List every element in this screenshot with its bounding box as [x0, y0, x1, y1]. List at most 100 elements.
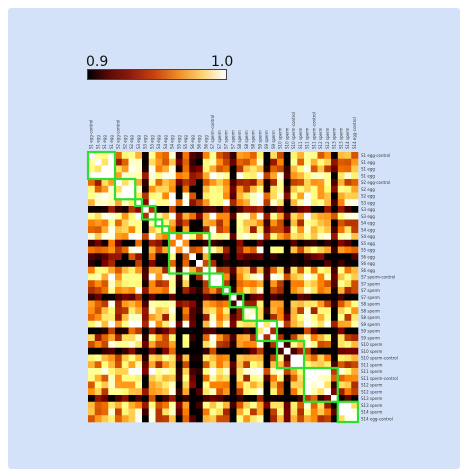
heatmap-cell	[223, 334, 231, 342]
heatmap-cell	[128, 185, 136, 193]
heatmap-cell	[202, 219, 210, 227]
heatmap-cell	[162, 253, 170, 261]
heatmap-cell	[175, 368, 183, 376]
heatmap-cell	[88, 320, 96, 328]
heatmap-cell	[209, 172, 217, 180]
heatmap-cell	[121, 266, 129, 274]
heatmap-cell	[202, 226, 210, 234]
heatmap-cell	[324, 179, 332, 187]
heatmap-cell	[209, 179, 217, 187]
heatmap-cell	[317, 158, 325, 166]
heatmap-cell	[216, 388, 224, 396]
heatmap-cell	[229, 307, 237, 315]
heatmap-cell	[304, 158, 312, 166]
heatmap-cell	[310, 341, 318, 349]
heatmap-cell	[142, 158, 150, 166]
heatmap-cell	[135, 253, 143, 261]
heatmap-cell	[290, 287, 298, 295]
heatmap-cell	[236, 320, 244, 328]
column-label: S8 sperm	[244, 130, 249, 149]
heatmap-cell	[148, 192, 156, 200]
heatmap-cell	[189, 320, 197, 328]
heatmap-cell	[155, 192, 163, 200]
heatmap-cell	[209, 185, 217, 193]
heatmap-cell	[270, 415, 278, 423]
heatmap-cell	[304, 368, 312, 376]
heatmap-cell	[344, 307, 352, 315]
row-label: S1 egg	[361, 167, 375, 172]
heatmap-cell	[270, 165, 278, 173]
heatmap-cell	[337, 246, 345, 254]
heatmap-cell	[202, 199, 210, 207]
heatmap-cell	[283, 334, 291, 342]
heatmap-cell	[263, 172, 271, 180]
heatmap-cell	[283, 179, 291, 187]
heatmap-cell	[236, 327, 244, 335]
heatmap-cell	[223, 273, 231, 281]
heatmap-cell	[128, 374, 136, 382]
heatmap-cell	[142, 212, 150, 220]
heatmap-cell	[175, 246, 183, 254]
heatmap-cell	[128, 300, 136, 308]
heatmap-cell	[115, 206, 123, 214]
heatmap-cell	[94, 408, 102, 416]
heatmap-cell	[337, 273, 345, 281]
heatmap-cell	[142, 192, 150, 200]
heatmap-cell	[229, 253, 237, 261]
column-label: S8 sperm	[251, 130, 256, 149]
heatmap-cell	[250, 172, 258, 180]
heatmap-cell	[229, 334, 237, 342]
heatmap-cell	[88, 280, 96, 288]
heatmap-cell	[263, 327, 271, 335]
column-label: S3 egg	[136, 135, 141, 149]
heatmap-cell	[94, 395, 102, 403]
heatmap-cell	[317, 246, 325, 254]
heatmap-cell	[88, 334, 96, 342]
heatmap-cell	[182, 199, 190, 207]
heatmap-cell	[243, 300, 251, 308]
heatmap-cell	[88, 314, 96, 322]
heatmap-cell	[142, 401, 150, 409]
heatmap-cell	[115, 239, 123, 247]
heatmap-cell	[94, 300, 102, 308]
heatmap-cell	[108, 192, 116, 200]
heatmap-cell	[162, 192, 170, 200]
heatmap-cell	[189, 395, 197, 403]
heatmap-cell	[209, 273, 217, 281]
heatmap-cell	[223, 172, 231, 180]
heatmap-cell	[331, 165, 339, 173]
heatmap-cell	[155, 287, 163, 295]
heatmap-cell	[121, 388, 129, 396]
heatmap-cell	[121, 212, 129, 220]
heatmap-cell	[290, 266, 298, 274]
heatmap-cell	[229, 320, 237, 328]
diagonal-block-highlight	[113, 177, 137, 201]
heatmap-cell	[189, 381, 197, 389]
heatmap-cell	[331, 152, 339, 160]
heatmap-cell	[209, 246, 217, 254]
heatmap-cell	[304, 280, 312, 288]
heatmap-cell	[162, 165, 170, 173]
heatmap-cell	[216, 381, 224, 389]
heatmap-cell	[196, 341, 204, 349]
heatmap-cell	[216, 361, 224, 369]
heatmap-cell	[263, 347, 271, 355]
heatmap-cell	[216, 395, 224, 403]
heatmap-cell	[196, 280, 204, 288]
heatmap-cell	[223, 415, 231, 423]
heatmap-cell	[101, 307, 109, 315]
heatmap-cell	[94, 273, 102, 281]
heatmap-cell	[351, 314, 359, 322]
heatmap-cell	[256, 158, 264, 166]
heatmap-cell	[277, 287, 285, 295]
row-label: S9 sperm	[361, 335, 380, 340]
heatmap-cell	[324, 185, 332, 193]
heatmap-cell	[290, 253, 298, 261]
heatmap-cell	[243, 347, 251, 355]
row-label: S11 sperm	[361, 369, 383, 374]
heatmap-cell	[155, 253, 163, 261]
heatmap-cell	[101, 266, 109, 274]
heatmap-cell	[283, 206, 291, 214]
heatmap-cell	[243, 152, 251, 160]
heatmap-cell	[175, 158, 183, 166]
